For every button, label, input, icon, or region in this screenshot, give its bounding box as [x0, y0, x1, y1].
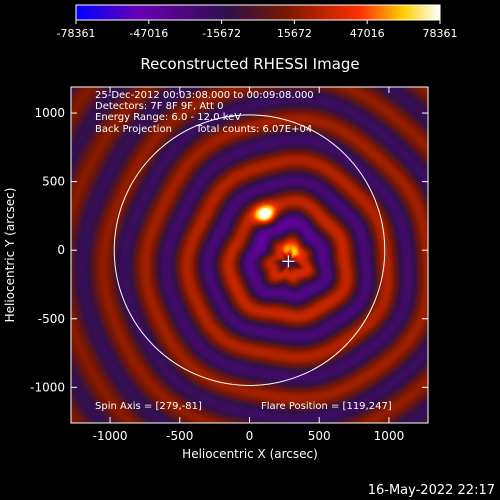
colorbar-tick-label: 78361	[423, 27, 458, 40]
y-tick-label: -500	[38, 312, 65, 326]
y-tick-label: -1000	[30, 380, 65, 394]
colorbar	[75, 4, 441, 21]
y-axis-label: Heliocentric Y (arcsec)	[3, 188, 17, 323]
y-tick-label: 1000	[34, 106, 65, 120]
colorbar-tick-label: -15672	[202, 27, 241, 40]
plot-timestamp: 16-May-2022 22:17	[368, 483, 495, 498]
x-tick-label: -1000	[93, 429, 128, 443]
chart-title: Reconstructed RHESSI Image	[140, 55, 359, 73]
heatmap-image	[71, 87, 428, 423]
y-tick-label: 500	[42, 175, 65, 189]
x-tick-label: -500	[166, 429, 193, 443]
y-tick-label: 0	[57, 243, 65, 257]
x-tick-label: 500	[308, 429, 331, 443]
colorbar-tick-label: 47016	[350, 27, 385, 40]
colorbar-tick-label: 15672	[277, 27, 312, 40]
x-axis-label: Heliocentric X (arcsec)	[182, 447, 318, 461]
x-tick-label: 0	[246, 429, 254, 443]
colorbar-ticks: -78361 -47016 -15672 15672 47016 78361	[57, 20, 458, 40]
colorbar-tick-label: -78361	[57, 27, 96, 40]
colorbar-tick-label: -47016	[129, 27, 168, 40]
x-tick-label: 1000	[374, 429, 405, 443]
